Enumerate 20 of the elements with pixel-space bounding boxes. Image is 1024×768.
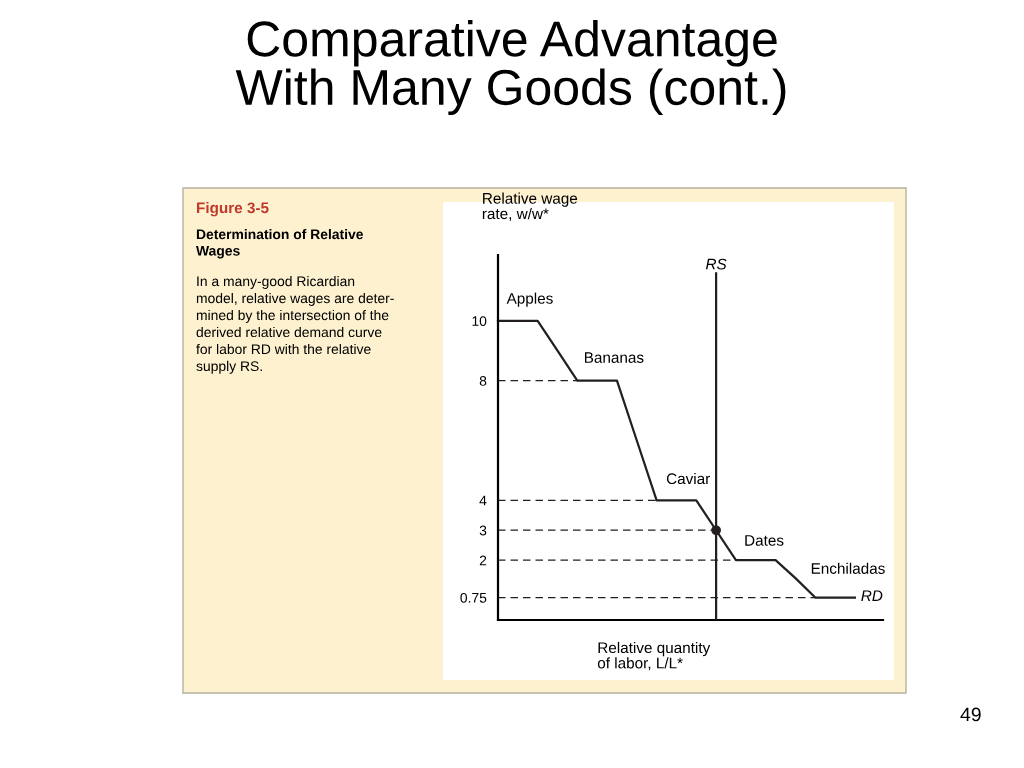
annotation: Enchiladas: [811, 562, 885, 574]
caption: Figure 3-5: [197, 202, 269, 217]
text: Determination of Relative Wages: [196, 229, 363, 259]
y-tick-label: 8: [479, 375, 487, 386]
chart-title: Comparative Advantage With Many Goods (cont.): [235, 20, 786, 116]
annotation: Caviar: [666, 472, 711, 485]
annotation: Dates: [745, 535, 784, 546]
y-tick-label: 0.75: [460, 592, 487, 603]
y-tick-label: 4: [479, 495, 487, 506]
annotation: Bananas: [584, 352, 644, 363]
x-axis-title: Relative quantity of labor, L/L*: [597, 641, 711, 671]
annotation: Apples: [506, 292, 553, 307]
y-axis-title: Relative wage rate, w/w*: [482, 192, 578, 221]
y-tick-label: 2: [479, 555, 487, 566]
text: In a many-good Ricardian model, relative wages are deter- mined by the intersection of the derived relative demand curve for labor RD with the relative supply RS.: [196, 276, 394, 374]
y-tick-label: 3: [479, 525, 487, 536]
text: 49: [960, 707, 981, 722]
annotation: RS: [705, 258, 727, 270]
y-tick-label: 10: [472, 316, 487, 326]
annotation: RD: [861, 590, 883, 601]
